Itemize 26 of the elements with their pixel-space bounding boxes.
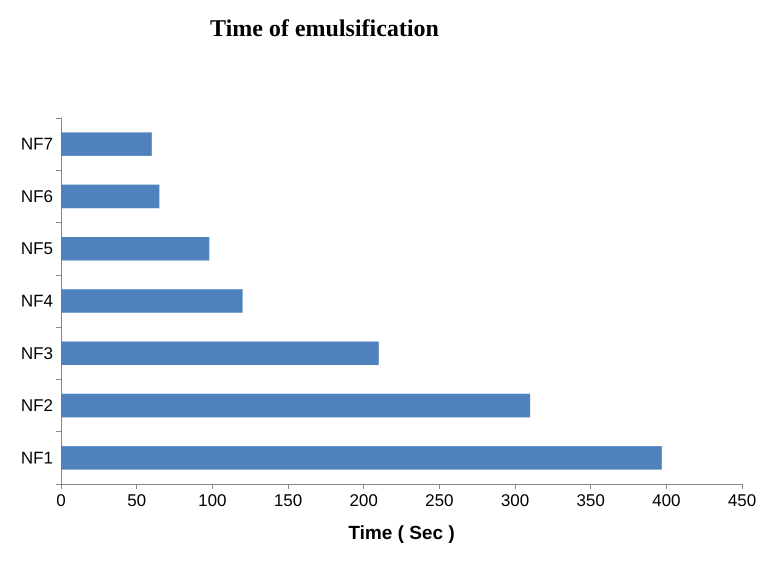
x-tick-label: 100 bbox=[198, 491, 227, 510]
y-tick-label: NF3 bbox=[20, 344, 53, 363]
bar bbox=[61, 132, 152, 156]
bar bbox=[61, 236, 210, 260]
x-axis-title: Time ( Sec ) bbox=[348, 523, 455, 544]
y-tick-label: NF7 bbox=[20, 134, 53, 154]
bar bbox=[61, 394, 530, 418]
y-tick-label: NF4 bbox=[20, 292, 53, 310]
y-tick-label: NF2 bbox=[20, 396, 53, 416]
x-tick-label: 0 bbox=[56, 491, 66, 510]
bar bbox=[61, 184, 160, 208]
x-tick-label: 450 bbox=[728, 491, 756, 510]
x-tick-label: 400 bbox=[652, 491, 681, 510]
bar bbox=[61, 342, 379, 366]
x-tick-label: 200 bbox=[349, 491, 378, 510]
bar bbox=[61, 289, 243, 313]
x-tick-label: 50 bbox=[127, 491, 146, 510]
y-tick-label: NF1 bbox=[20, 448, 53, 468]
x-tick-label: 150 bbox=[274, 491, 302, 510]
chart-title: Time of emulsification bbox=[210, 16, 439, 42]
bar bbox=[61, 446, 662, 470]
x-tick-label: 250 bbox=[425, 491, 454, 510]
x-tick-label: 350 bbox=[576, 491, 605, 510]
y-tick-label: NF5 bbox=[20, 239, 53, 258]
y-tick-label: NF6 bbox=[20, 186, 53, 206]
x-tick-label: 300 bbox=[500, 491, 530, 510]
